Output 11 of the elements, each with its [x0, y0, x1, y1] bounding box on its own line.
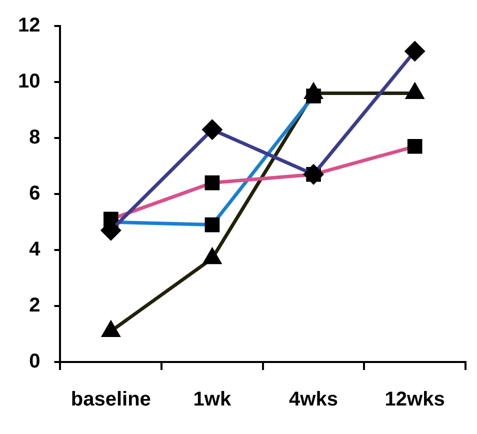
y-tick-label: 12 [18, 14, 40, 37]
x-tick-label: baseline [70, 388, 151, 411]
y-tick-label: 2 [29, 294, 40, 317]
x-tick-label: 1wk [193, 388, 232, 411]
x-tick-label: 12wks [384, 388, 445, 411]
x-tick-label: 4wks [289, 388, 338, 411]
y-tick-label: 0 [29, 350, 40, 373]
y-tick-label: 10 [18, 70, 40, 93]
y-tick-label: 8 [29, 126, 40, 149]
y-tick-label: 4 [29, 238, 42, 261]
y-tick-label: 6 [29, 182, 40, 205]
